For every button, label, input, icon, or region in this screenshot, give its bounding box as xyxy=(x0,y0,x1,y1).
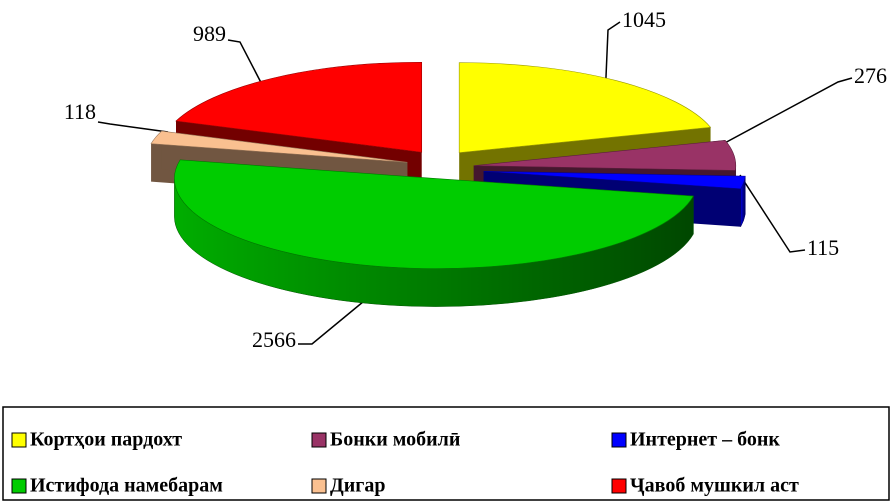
leader-line xyxy=(97,121,169,133)
leader-line xyxy=(298,291,376,345)
leader-line xyxy=(227,39,271,101)
legend-swatch xyxy=(611,432,627,448)
pie xyxy=(150,61,746,307)
leader-line xyxy=(707,77,853,153)
slice-top xyxy=(483,170,746,190)
legend-label: Бонки мобилӣ xyxy=(330,429,460,451)
data-label: 115 xyxy=(807,235,839,260)
leader-line xyxy=(604,21,621,101)
data-label: 1045 xyxy=(622,7,666,32)
legend-swatch xyxy=(11,478,27,494)
legend-swatch xyxy=(611,478,627,494)
slice xyxy=(174,159,694,307)
data-label: 2566 xyxy=(252,327,296,352)
legend-label: Истифода намебарам xyxy=(30,475,223,497)
legend-label: Дигар xyxy=(330,475,386,497)
legend-label: Кортҳои пардохт xyxy=(30,429,182,451)
data-label: 989 xyxy=(193,21,226,46)
legend-swatch xyxy=(311,478,327,494)
leader-line xyxy=(739,174,806,253)
legend-swatch xyxy=(311,432,327,448)
slice-top xyxy=(458,62,712,153)
leader-lines xyxy=(97,21,853,345)
legend-label: Ҷавоб мушкил аст xyxy=(630,475,799,497)
legend-label: Интернет – бонк xyxy=(630,429,780,451)
slice-top xyxy=(473,139,737,171)
data-label: 118 xyxy=(64,99,96,124)
slice-top xyxy=(174,159,694,269)
legend-swatch xyxy=(11,432,27,448)
legend-box xyxy=(2,406,890,501)
slice-top xyxy=(150,130,408,163)
data-label: 276 xyxy=(854,63,887,88)
slice-top xyxy=(175,61,423,153)
